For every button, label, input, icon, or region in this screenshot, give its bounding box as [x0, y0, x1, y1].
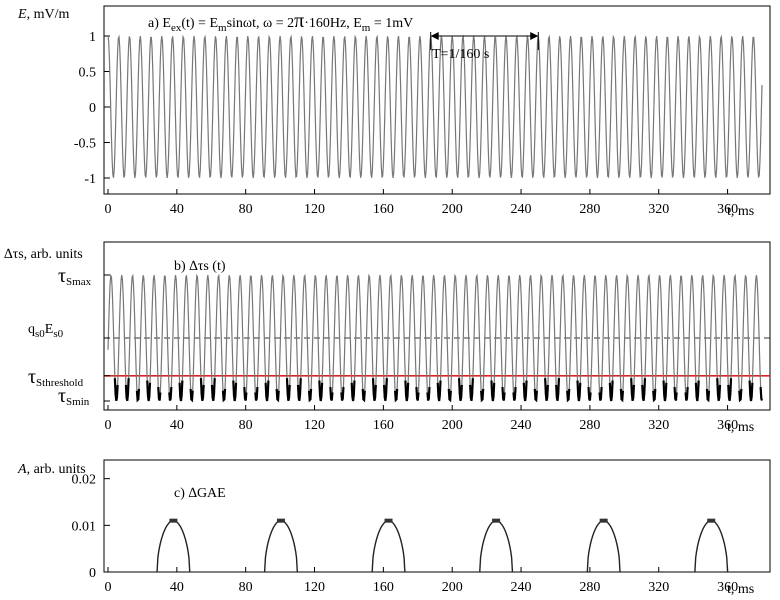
panel-a-x-ticks: 0 40 80 120 160 200 240 280 320 360: [105, 189, 738, 217]
period-marker: T=1/160 s: [430, 32, 539, 62]
x-tick-label: 360: [717, 580, 738, 595]
panel-b-below-threshold-segments: [113, 378, 764, 403]
x-tick-label: 80: [239, 580, 253, 595]
x-tick-label: 280: [579, 202, 600, 217]
x-tick-label: 360: [717, 202, 738, 217]
x-tick-label: 80: [239, 202, 253, 217]
x-tick-label: 160: [373, 202, 394, 217]
period-arrow-head-left: [430, 32, 439, 40]
panel-c-x-label: t, ms: [727, 582, 754, 597]
y-tick-label: 0: [89, 566, 96, 581]
x-tick-label: 240: [511, 580, 532, 595]
panel-a-frame: [103, 5, 771, 195]
x-tick-label: 240: [511, 202, 532, 217]
x-tick-label: 0: [105, 580, 112, 595]
x-tick-label: 120: [304, 202, 325, 217]
x-tick-label: 240: [511, 418, 532, 433]
panel-a-series-line: [107, 34, 763, 179]
x-tick-label: 160: [373, 418, 394, 433]
x-tick-label: 320: [648, 202, 669, 217]
panel-a: 1 0.5 0 -0.5 -1 0 40 80 120 160 200 240 280 320 360 E…: [17, 5, 771, 219]
x-tick-label: 320: [648, 580, 669, 595]
y-tick-label: -1: [84, 172, 96, 187]
gae-burst-peak: [276, 518, 285, 523]
panel-b-x-ticks: 0 40 80 120 160 200 240 280 320 360: [105, 405, 738, 433]
x-tick-label: 120: [304, 418, 325, 433]
gae-burst-peak: [169, 518, 178, 523]
panel-c-y-label: A, arb. units: [17, 462, 86, 477]
x-tick-label: 120: [304, 580, 325, 595]
panel-b: 0 40 80 120 160 200 240 280 320 360 ∆τs, arb. uni…: [4, 241, 771, 435]
x-tick-label: 40: [170, 418, 184, 433]
gae-burst: [371, 519, 406, 573]
tau-smax-label: τSmax: [58, 265, 92, 288]
gae-burst: [694, 519, 729, 573]
x-tick-label: 200: [442, 418, 463, 433]
panel-a-y-label: E, mV/m: [17, 7, 69, 22]
gae-burst-peak: [384, 518, 393, 523]
panel-c-title: c) ∆GAE: [174, 486, 226, 501]
x-tick-label: 280: [579, 580, 600, 595]
x-tick-label: 200: [442, 580, 463, 595]
panel-b-frame: [103, 241, 771, 411]
gae-burst: [586, 519, 621, 573]
panel-b-x-label: t, ms: [727, 420, 754, 435]
panel-c-y-ticks: 0.02 0.01 0: [72, 473, 110, 581]
x-tick-label: 320: [648, 418, 669, 433]
gae-burst: [479, 519, 514, 573]
period-annotation: T=1/160 s: [432, 47, 489, 62]
panel-a-y-ticks: 1 0.5 0 -0.5 -1: [74, 30, 110, 187]
x-tick-label: 0: [105, 202, 112, 217]
panel-c-frame: [103, 459, 771, 573]
panel-a-x-label: t, ms: [727, 204, 754, 219]
y-tick-label: 0.5: [79, 66, 97, 81]
tau-smin-label: τSmin: [58, 385, 90, 408]
x-tick-label: 360: [717, 418, 738, 433]
y-tick-label: 0: [89, 101, 96, 116]
panel-c-bursts: [156, 518, 729, 573]
period-arrow-head-right: [530, 32, 539, 40]
panel-c: 0.02 0.01 0 0 40 80 120 160 200 240 280 320 360 A, …: [17, 459, 771, 597]
y-tick-label: 0.01: [72, 519, 97, 534]
x-tick-label: 80: [239, 418, 253, 433]
x-tick-label: 280: [579, 418, 600, 433]
gae-burst-peak: [492, 518, 501, 523]
panel-b-title: b) ∆τs (t): [174, 259, 226, 274]
panel-b-y-label: ∆τs, arb. units: [4, 247, 83, 262]
panel-a-formula: a) Eex(t) = Emsinωt, ω = 2π·160Hz, Em = …: [148, 10, 413, 34]
y-tick-label: 1: [89, 30, 96, 45]
panel-b-series-line: [107, 273, 763, 402]
gae-burst-peak: [599, 518, 608, 523]
gae-burst: [263, 519, 299, 573]
y-tick-label: 0.02: [72, 473, 97, 488]
x-tick-label: 200: [442, 202, 463, 217]
x-tick-label: 0: [105, 418, 112, 433]
x-tick-label: 40: [170, 202, 184, 217]
tau-sthreshold-label: τSthreshold: [28, 366, 84, 389]
q-level-label: qs0Es0: [28, 322, 64, 340]
gae-burst: [156, 519, 191, 573]
y-tick-label: -0.5: [74, 137, 96, 152]
x-tick-label: 40: [170, 580, 184, 595]
x-tick-label: 160: [373, 580, 394, 595]
gae-burst-peak: [707, 518, 716, 523]
panel-c-x-ticks: 0 40 80 120 160 200 240 280 320 360: [105, 567, 738, 595]
